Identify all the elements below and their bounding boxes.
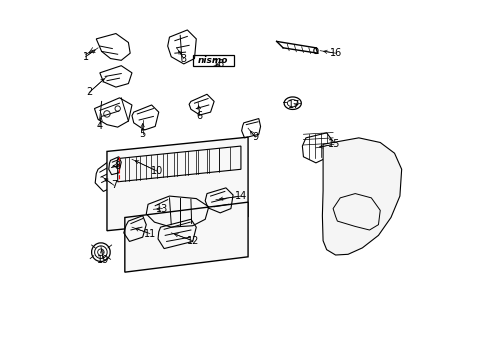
Text: 15: 15 — [327, 139, 339, 149]
Text: 6: 6 — [196, 111, 203, 121]
Text: 14: 14 — [234, 191, 246, 201]
FancyBboxPatch shape — [192, 55, 233, 66]
Text: 19: 19 — [97, 255, 109, 265]
Text: 3: 3 — [181, 54, 186, 64]
Polygon shape — [322, 138, 401, 255]
Text: 17: 17 — [288, 100, 300, 110]
Text: 8: 8 — [114, 161, 121, 171]
Text: 7: 7 — [111, 180, 117, 190]
Text: 4: 4 — [97, 121, 102, 131]
Text: nismo: nismo — [198, 56, 228, 65]
Text: 12: 12 — [186, 236, 199, 246]
Text: 11: 11 — [143, 229, 156, 239]
Text: 2: 2 — [86, 87, 92, 98]
Text: 1: 1 — [82, 52, 88, 62]
Polygon shape — [124, 202, 247, 272]
Text: 16: 16 — [329, 48, 341, 58]
Text: 10: 10 — [150, 166, 163, 176]
Text: 18: 18 — [213, 59, 225, 69]
Text: 5: 5 — [139, 129, 145, 139]
Polygon shape — [107, 137, 247, 231]
Text: 13: 13 — [156, 203, 168, 213]
Text: 9: 9 — [252, 132, 258, 142]
